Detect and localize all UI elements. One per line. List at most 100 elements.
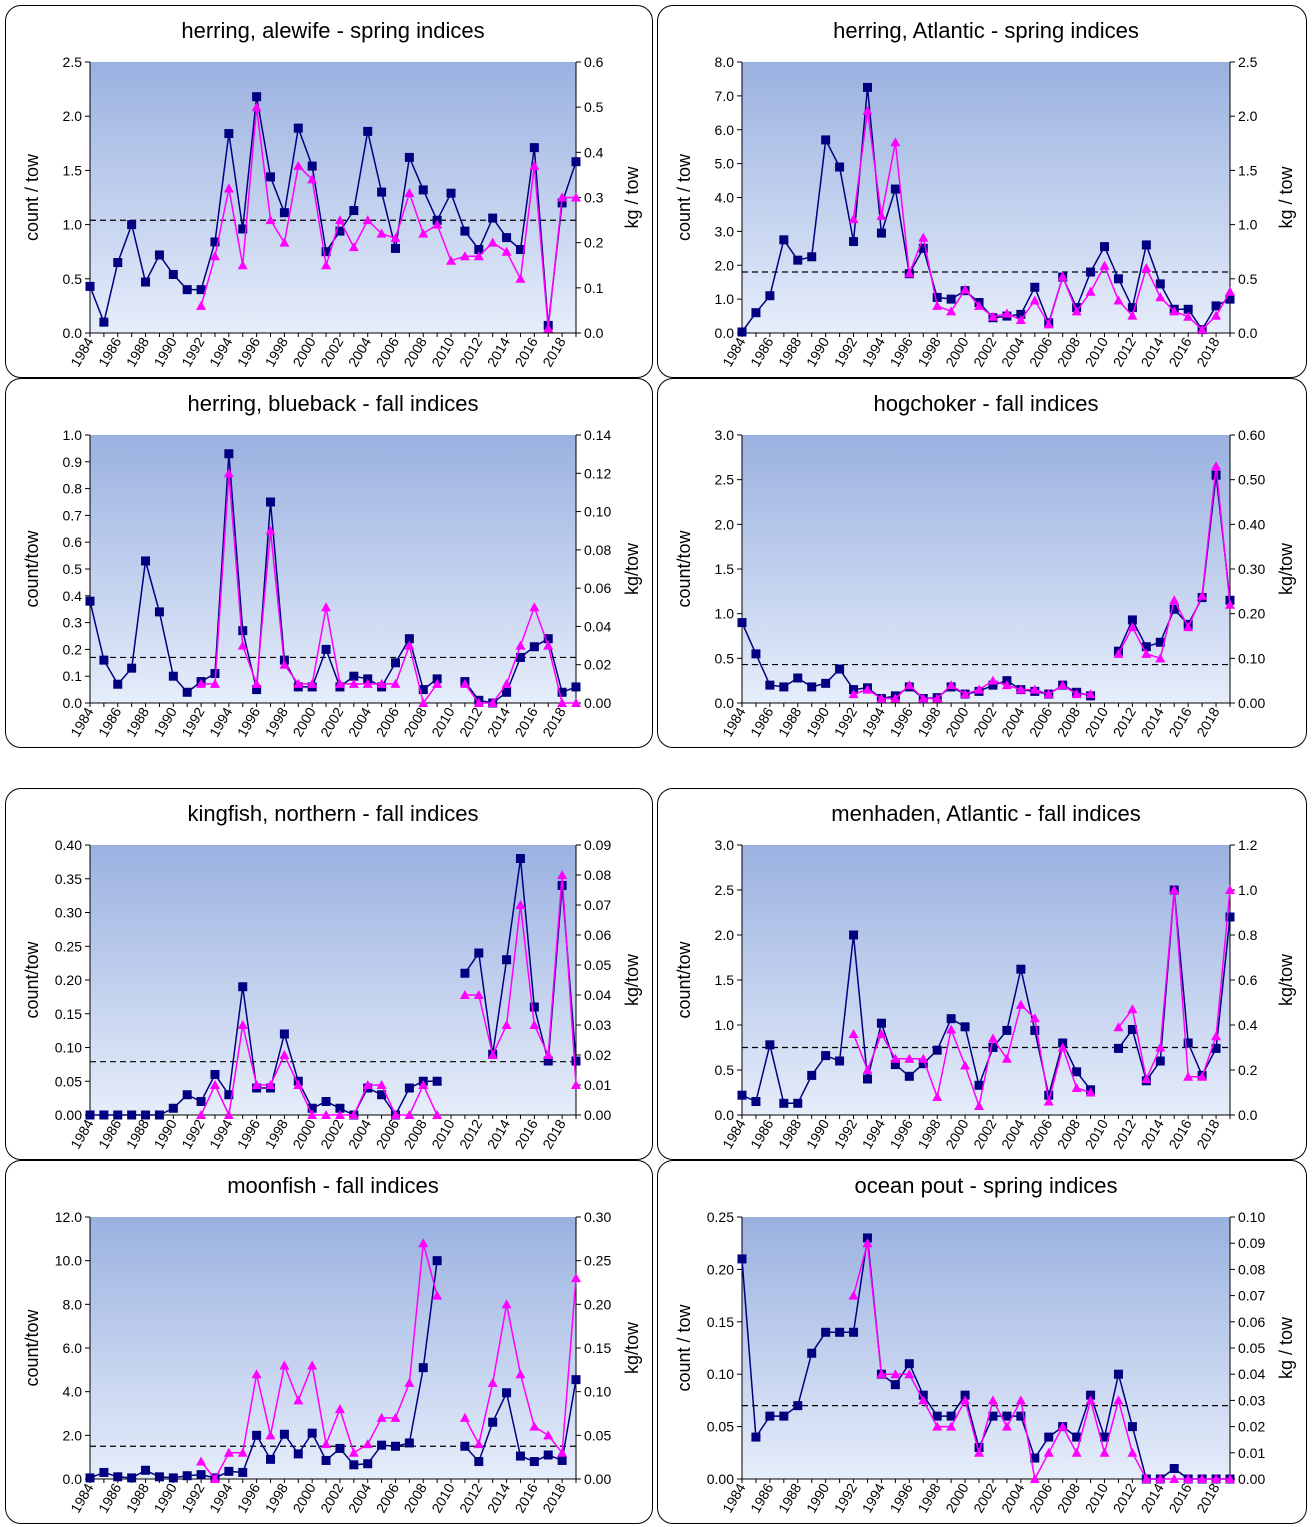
weight-point <box>1211 461 1222 471</box>
weight-point <box>404 1110 415 1119</box>
count-point <box>1169 1464 1179 1474</box>
count-point <box>502 687 512 697</box>
weight-point <box>390 678 401 688</box>
x-tick-label: 1990 <box>150 334 180 369</box>
y2-tick-label: 0.08 <box>584 867 611 883</box>
count-point <box>1030 1453 1040 1463</box>
count-point <box>1016 1411 1026 1421</box>
weight-point <box>501 1020 512 1029</box>
weight-point <box>904 680 915 690</box>
x-tick-label: 2006 <box>1026 334 1056 369</box>
x-tick-label: 1988 <box>123 334 153 369</box>
x-tick-label: 2016 <box>1165 704 1195 739</box>
count-point <box>988 1411 998 1421</box>
weight-point <box>890 693 901 703</box>
weight-point <box>390 233 401 243</box>
count-point <box>141 277 151 287</box>
count-point <box>1086 267 1096 277</box>
y2-tick-label: 0.08 <box>1238 1261 1265 1277</box>
weight-point <box>279 237 290 247</box>
x-tick-label: 1992 <box>831 1480 861 1515</box>
y-tick-label: 0.05 <box>707 1419 734 1435</box>
y-tick-label: 2.0 <box>715 927 735 943</box>
x-tick-label: 2004 <box>345 334 375 369</box>
x-tick-label: 2014 <box>484 1116 514 1151</box>
count-point <box>974 1080 984 1090</box>
count-point <box>154 1472 164 1482</box>
weight-point <box>293 1080 304 1089</box>
count-point <box>1183 304 1193 314</box>
panel-hogchoker: hogchoker - fall indices 0.0 0.5 1.0 1.5 2.0 2… <box>657 378 1307 748</box>
count-point <box>751 1097 761 1106</box>
count-point <box>321 644 331 654</box>
count-point <box>154 1110 164 1120</box>
y2-tick-label: 0.10 <box>1238 650 1265 666</box>
weight-point <box>974 684 985 694</box>
x-tick-label: 2000 <box>289 1480 319 1515</box>
y2-tick-label: 0.03 <box>584 1017 611 1033</box>
weight-point <box>293 678 304 688</box>
count-point <box>890 1380 900 1390</box>
count-point <box>460 968 470 978</box>
weight-point <box>376 1412 387 1422</box>
count-point <box>460 226 470 236</box>
count-point <box>210 237 220 247</box>
weight-point <box>987 1395 998 1405</box>
y-tick-label: 3.0 <box>715 427 735 443</box>
count-point <box>168 269 178 279</box>
weight-point <box>321 260 332 270</box>
x-tick-label: 2006 <box>1026 704 1056 739</box>
y2-tick-label: 0.30 <box>584 1209 611 1225</box>
weight-point <box>459 1412 470 1422</box>
y2-tick-label: 0.02 <box>1238 1419 1265 1435</box>
weight-point <box>529 160 540 170</box>
count-point <box>127 1110 137 1120</box>
weight-point <box>321 602 332 612</box>
y2-tick-label: 0.6 <box>584 54 604 70</box>
y-tick-label: 12.0 <box>55 1209 82 1225</box>
y-tick-label: 2.5 <box>715 882 735 898</box>
count-point <box>751 308 761 318</box>
weight-point <box>1197 1474 1208 1483</box>
weight-point <box>293 160 304 170</box>
count-point <box>390 243 400 253</box>
y-axis-label: count/tow <box>22 1308 42 1386</box>
weight-point <box>501 678 512 688</box>
weight-point <box>1057 271 1068 281</box>
count-point <box>862 1074 872 1084</box>
count-point <box>168 671 178 681</box>
y-tick-label: 0.5 <box>715 1062 735 1078</box>
x-tick-label: 2010 <box>1082 1480 1112 1515</box>
y2-tick-label: 0.0 <box>1238 325 1258 341</box>
y-tick-label: 3.0 <box>715 223 735 239</box>
weight-point <box>1225 286 1235 296</box>
weight-point <box>390 1412 401 1422</box>
weight-point <box>1155 292 1166 302</box>
weight-point <box>334 1404 345 1414</box>
x-tick-label: 2014 <box>1137 704 1167 739</box>
weight-point <box>960 1060 971 1070</box>
x-tick-label: 2018 <box>539 1116 569 1151</box>
y-tick-label: 0.0 <box>63 1471 83 1487</box>
weight-point <box>196 1456 207 1466</box>
y2-tick-label: 0.05 <box>584 1427 611 1443</box>
y2-tick-label: 0.06 <box>584 927 611 943</box>
x-tick-label: 1996 <box>886 334 916 369</box>
x-tick-label: 2000 <box>289 334 319 369</box>
count-point <box>1100 1432 1110 1442</box>
plot-area <box>742 62 1230 333</box>
weight-point <box>1043 319 1054 329</box>
x-tick-label: 2004 <box>998 704 1028 739</box>
y-tick-label: 0.0 <box>715 1107 735 1123</box>
count-point <box>571 682 581 692</box>
weight-point <box>1127 622 1138 632</box>
count-point <box>835 1327 845 1337</box>
y-tick-label: 0.25 <box>55 938 82 954</box>
y-tick-label: 0.3 <box>63 615 83 631</box>
y-tick-label: 6.0 <box>715 122 735 138</box>
count-point <box>529 143 539 153</box>
y-tick-label: 0.5 <box>63 271 83 287</box>
count-point <box>113 679 123 689</box>
count-point <box>557 687 567 697</box>
weight-point <box>987 675 998 685</box>
